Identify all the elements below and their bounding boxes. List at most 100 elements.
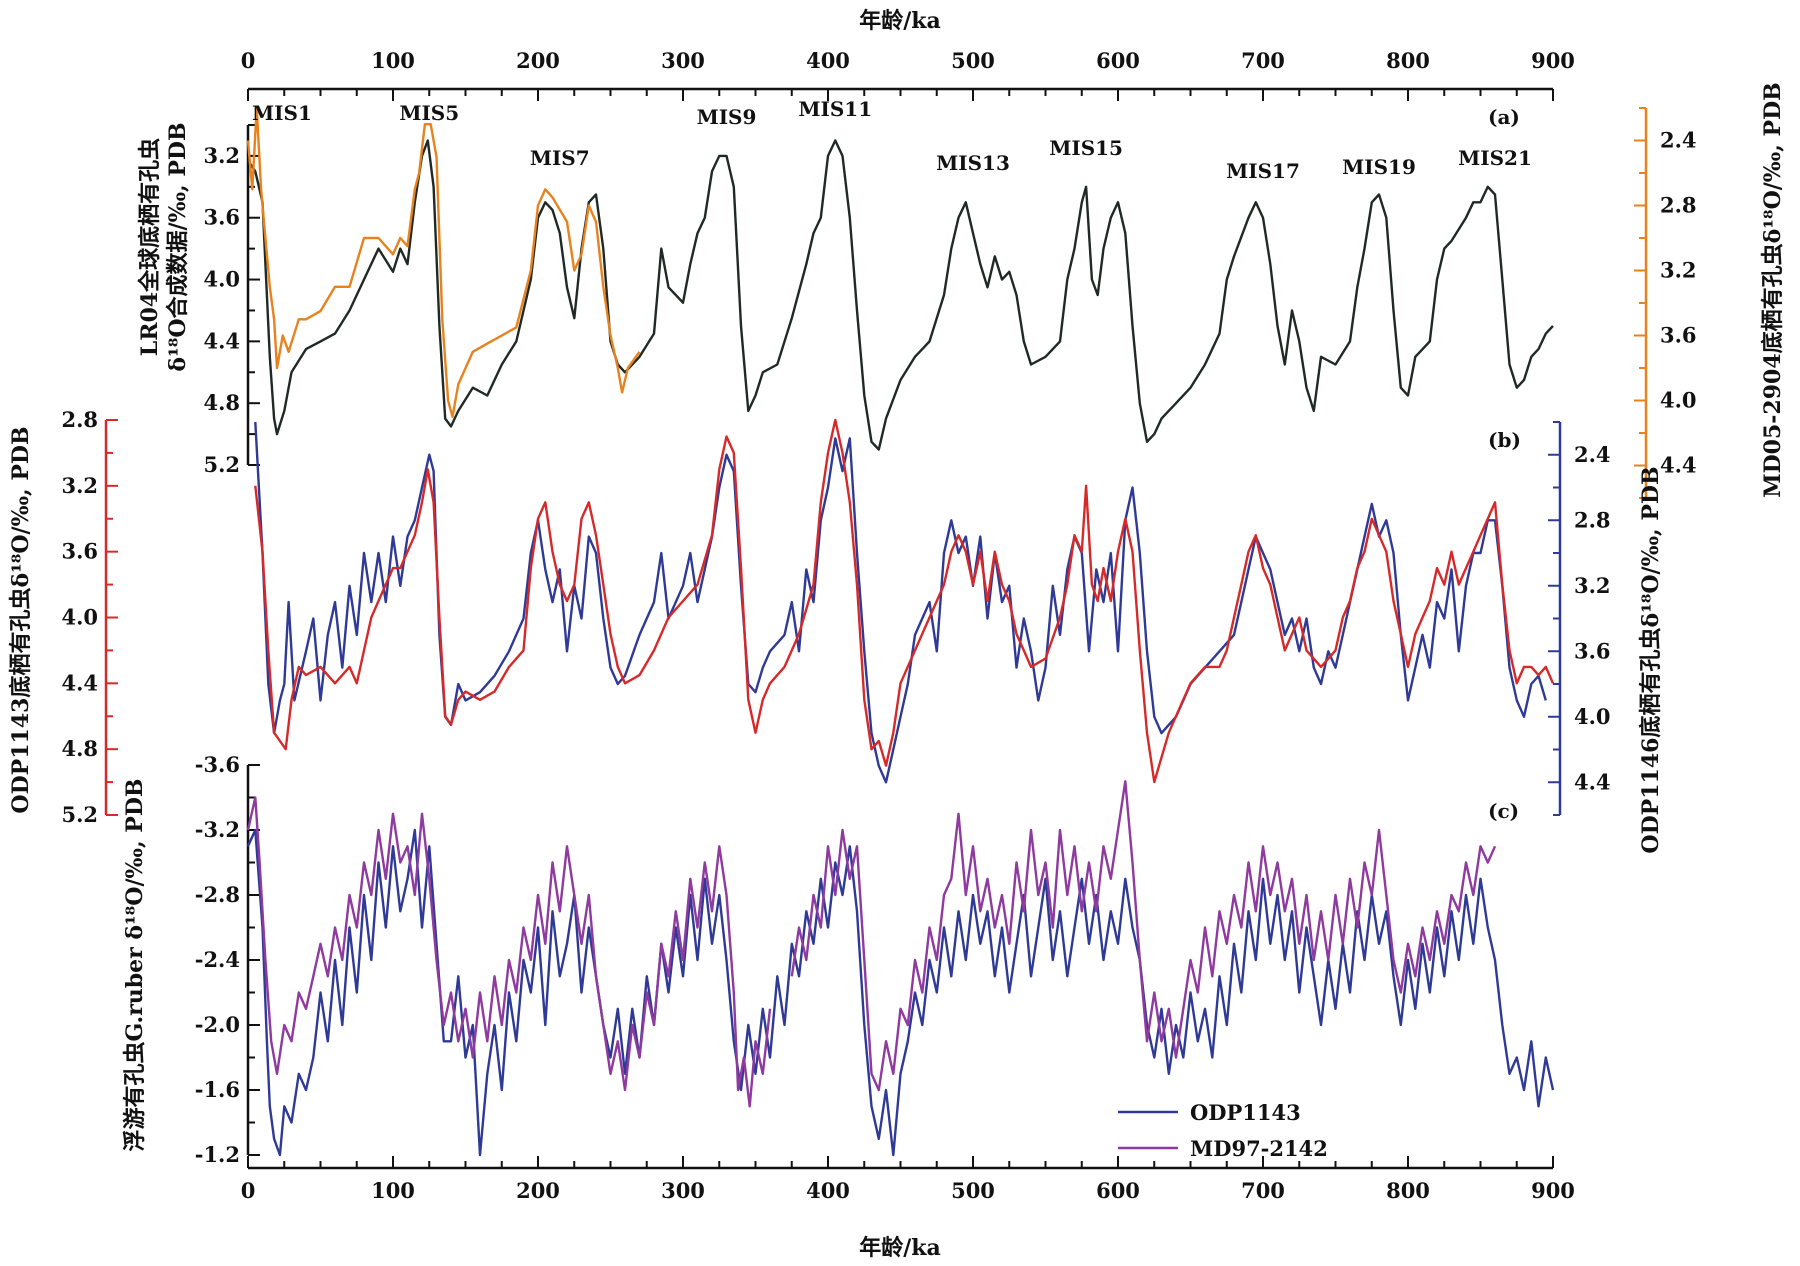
series-line-odp1143 xyxy=(246,828,1555,1157)
series-line-md05-2904 xyxy=(246,106,641,418)
bottom-x-tick-label: 400 xyxy=(806,1178,850,1203)
panel-a-letter: (a) xyxy=(1488,105,1520,129)
top-x-tick-label: 900 xyxy=(1531,48,1575,73)
panel-b-left-axis: 2.8 3.2 3.6 4.0 4.4 4.8 5.2 xyxy=(61,407,118,827)
panel-b-left-axis-tick-label: 2.8 xyxy=(61,407,98,432)
mis-label-mis19: MIS19 xyxy=(1342,155,1416,179)
legend-label-md97-2142: MD97-2142 xyxy=(1190,1136,1328,1161)
bottom-x-ticks: 0 100 200 300 400 500 600 700 800 900 xyxy=(241,1156,1575,1203)
panel-a-series xyxy=(246,106,1554,451)
bottom-x-tick-label: 700 xyxy=(1241,1178,1285,1203)
panel-c-series xyxy=(246,780,1555,1157)
bottom-x-tick-label: 0 xyxy=(241,1178,256,1203)
top-x-tick-label: 400 xyxy=(806,48,850,73)
panel-c-left-axis-tick-label: -3.6 xyxy=(195,752,240,777)
top-x-ticks: 0 100 200 300 400 500 600 700 800 900 xyxy=(241,48,1575,101)
panel-b-right-axis: 2.4 2.8 3.2 3.6 4.0 4.4 xyxy=(1548,421,1611,816)
panel-b-right-axis-title: ODP1146底栖有孔虫δ¹⁸O/‰, PDB xyxy=(1638,466,1664,853)
panel-a-left-axis-tick-label: 5.2 xyxy=(203,452,240,477)
bottom-x-tick-label: 600 xyxy=(1096,1178,1140,1203)
panel-a-right-axis-tick-label: 2.4 xyxy=(1660,128,1697,153)
panel-c-left-axis-tick-label: -3.2 xyxy=(195,817,240,842)
panel-c-left-axis-tick-label: -2.8 xyxy=(195,882,240,907)
top-x-axis-title: 年龄/ka xyxy=(859,8,941,34)
legend: ODP1143 MD97-2142 xyxy=(1118,1100,1328,1161)
panel-a-right-axis-title: MD05-2904底栖有孔虫δ¹⁸O/‰, PDB xyxy=(1760,82,1786,498)
panel-a-left-axis-tick-label: 3.2 xyxy=(203,143,240,168)
panel-a-left-axis-title-line1: LR04全球底栖有孔虫 xyxy=(137,138,163,356)
panel-b-right-axis-tick-label: 4.4 xyxy=(1574,769,1611,794)
mis-label-mis7: MIS7 xyxy=(530,146,590,170)
bottom-x-tick-label: 500 xyxy=(951,1178,995,1203)
panel-b-left-axis-tick-label: 4.8 xyxy=(61,736,98,761)
legend-label-odp1143: ODP1143 xyxy=(1190,1100,1301,1125)
panel-a-right-axis-tick-label: 4.4 xyxy=(1660,453,1697,478)
series-line-md97-2142 xyxy=(246,796,772,1108)
panel-a-left-axis: 3.2 3.6 4.0 4.4 4.8 5.2 xyxy=(203,124,260,477)
mis-label-mis11: MIS11 xyxy=(798,97,872,121)
mis-label-mis21: MIS21 xyxy=(1458,146,1532,170)
panel-a-left-axis-tick-label: 4.0 xyxy=(203,267,240,292)
mis-label-mis5: MIS5 xyxy=(399,101,459,125)
bottom-x-tick-label: 900 xyxy=(1531,1178,1575,1203)
mis-label-mis1: MIS1 xyxy=(252,101,312,125)
panel-b-left-axis-tick-label: 3.2 xyxy=(61,473,98,498)
panel-c-letter: (c) xyxy=(1488,799,1519,823)
panel-a-left-axis-tick-label: 4.4 xyxy=(203,328,240,353)
panel-c-left-axis-tick-label: -2.4 xyxy=(195,947,240,972)
panel-a: 3.2 3.6 4.0 4.4 4.8 5.2 2.4 2.8 3.2 3.6 4.0 4.4 MI… xyxy=(137,82,1786,499)
panel-b-left-axis-title: ODP1143底栖有孔虫δ¹⁸O/‰, PDB xyxy=(8,426,34,813)
top-x-tick-label: 800 xyxy=(1386,48,1430,73)
panel-b-right-axis-tick-label: 4.0 xyxy=(1574,704,1611,729)
panel-b-right-axis-tick-label: 3.2 xyxy=(1574,573,1611,598)
panel-a-left-axis-tick-label: 4.8 xyxy=(203,390,240,415)
top-x-tick-label: 600 xyxy=(1096,48,1140,73)
mis-label-mis13: MIS13 xyxy=(936,151,1010,175)
panel-a-right-axis-tick-label: 3.6 xyxy=(1660,323,1697,348)
panel-a-left-axis-title-line2: δ¹⁸O合成数据/‰, PDB xyxy=(165,122,191,371)
panel-c-left-axis-tick-label: -1.2 xyxy=(195,1142,240,1167)
bottom-x-axis: 0 100 200 300 400 500 600 700 800 900 年龄/ka xyxy=(241,1156,1575,1261)
top-x-tick-label: 0 xyxy=(241,48,256,73)
panel-b-left-axis-tick-label: 4.4 xyxy=(61,670,98,695)
series-line-odp1143 xyxy=(254,418,1555,784)
panel-b-left-axis-tick-label: 4.0 xyxy=(61,605,98,630)
panel-c-left-axis-title: 浮游有孔虫G.ruber δ¹⁸O/‰, PDB xyxy=(122,778,148,1151)
panel-b-left-axis-tick-label: 5.2 xyxy=(61,802,98,827)
top-x-tick-label: 100 xyxy=(371,48,415,73)
panel-b: 2.8 3.2 3.6 4.0 4.4 4.8 5.2 2.4 2.8 3.2 3.6 4.0 4.4… xyxy=(8,407,1664,854)
panel-a-right-axis: 2.4 2.8 3.2 3.6 4.0 4.4 xyxy=(1634,107,1697,499)
mis-labels: MIS1 MIS5 MIS7 MIS9 MIS11 MIS13 MIS15 MIS17 MIS1… xyxy=(252,97,1532,183)
panel-a-right-axis-tick-label: 2.8 xyxy=(1660,193,1697,218)
panel-c-left-axis-tick-label: -1.6 xyxy=(195,1077,240,1102)
series-line-lr04 xyxy=(247,139,1554,451)
top-x-axis: 0 100 200 300 400 500 600 700 800 900 年龄/ka xyxy=(241,8,1575,101)
mis-label-mis17: MIS17 xyxy=(1226,159,1300,183)
top-x-tick-label: 200 xyxy=(516,48,560,73)
panel-b-right-axis-tick-label: 2.4 xyxy=(1574,442,1611,467)
panel-c-left-axis-tick-label: -2.0 xyxy=(195,1012,240,1037)
panel-b-left-axis-tick-label: 3.6 xyxy=(61,539,98,564)
bottom-x-tick-label: 200 xyxy=(516,1178,560,1203)
series-line-md97-2142-segment2 xyxy=(790,780,1497,1092)
series-line-odp1146 xyxy=(254,421,1547,784)
mis-label-mis15: MIS15 xyxy=(1049,136,1123,160)
bottom-x-axis-title: 年龄/ka xyxy=(859,1235,941,1261)
bottom-x-tick-label: 300 xyxy=(661,1178,705,1203)
panel-b-letter: (b) xyxy=(1488,428,1521,452)
panel-a-right-axis-tick-label: 4.0 xyxy=(1660,388,1697,413)
bottom-x-tick-label: 100 xyxy=(371,1178,415,1203)
bottom-x-tick-label: 800 xyxy=(1386,1178,1430,1203)
panel-c: -3.6 -3.2 -2.8 -2.4 -2.0 -1.6 -1.2 (c) 浮游有孔虫G.… xyxy=(122,752,1555,1167)
mis-label-mis9: MIS9 xyxy=(697,105,757,129)
top-x-tick-label: 700 xyxy=(1241,48,1285,73)
panel-b-right-axis-tick-label: 2.8 xyxy=(1574,507,1611,532)
panel-b-series xyxy=(254,418,1555,784)
panel-a-right-axis-tick-label: 3.2 xyxy=(1660,258,1697,283)
top-x-tick-label: 500 xyxy=(951,48,995,73)
panel-b-right-axis-tick-label: 3.6 xyxy=(1574,638,1611,663)
panel-a-left-axis-tick-label: 3.6 xyxy=(203,205,240,230)
top-x-tick-label: 300 xyxy=(661,48,705,73)
panel-c-left-axis: -3.6 -3.2 -2.8 -2.4 -2.0 -1.6 -1.2 xyxy=(195,752,260,1167)
